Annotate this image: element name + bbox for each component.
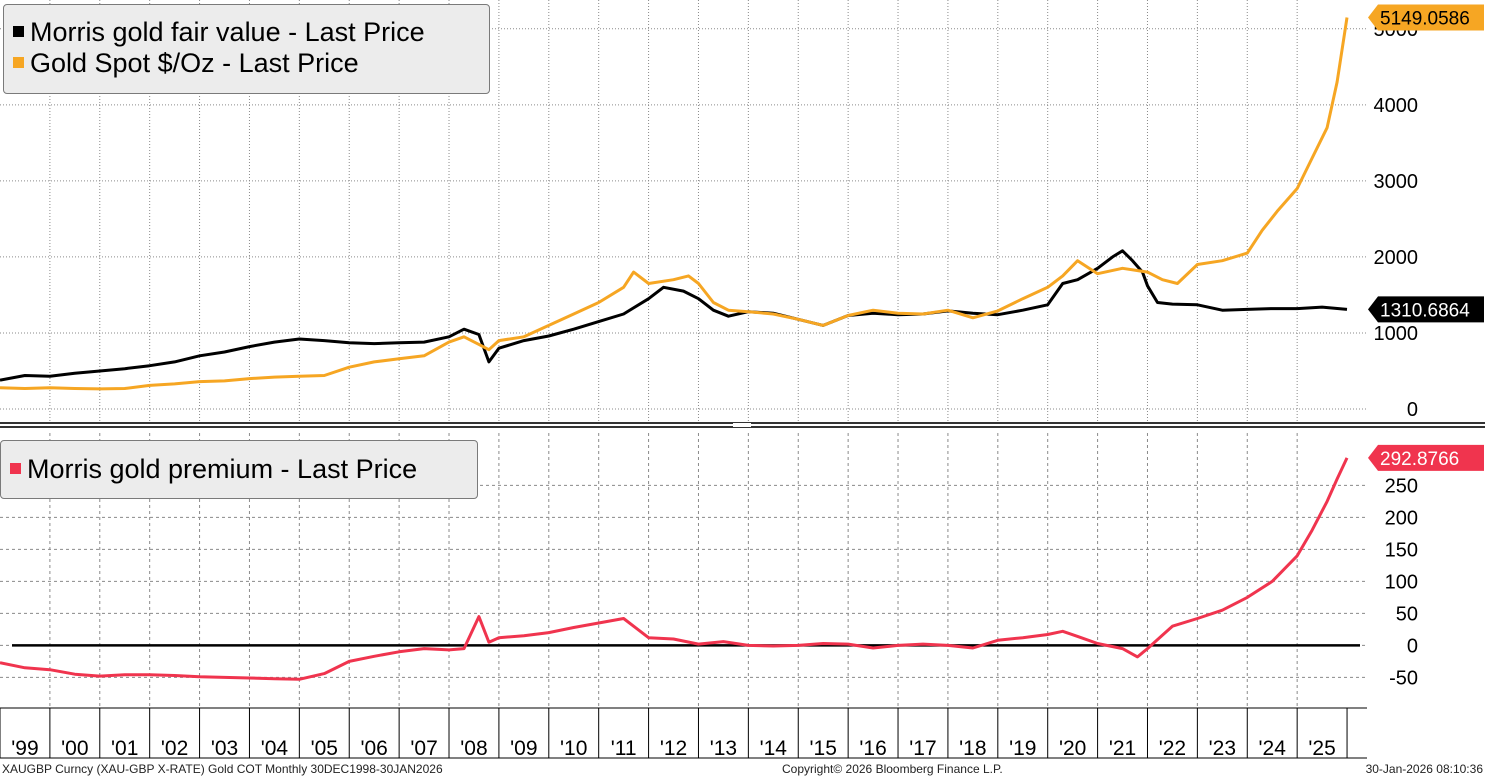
y-tick-label: 0: [1407, 399, 1418, 421]
orange-swatch-icon: [13, 57, 24, 69]
y-tick-label: -50: [1389, 667, 1418, 689]
x-tick-label: '19: [1009, 737, 1036, 760]
black-swatch-icon: [13, 26, 24, 38]
x-tick-label: '11: [611, 737, 637, 760]
x-tick-label: '23: [1209, 737, 1236, 760]
x-tick-label: '16: [859, 737, 886, 760]
x-tick-label: '04: [261, 737, 289, 760]
x-tick-label: '07: [410, 737, 437, 760]
x-tick-label: '08: [460, 737, 487, 760]
x-tick-label: '03: [211, 737, 238, 760]
series-line-1-0: [0, 457, 1349, 681]
x-tick-label: '00: [61, 737, 88, 760]
footer-copyright: Copyright© 2026 Bloomberg Finance L.P.: [782, 762, 1003, 776]
legend-label-premium: Morris gold premium - Last Price: [27, 454, 418, 484]
x-tick-label: '25: [1308, 737, 1335, 760]
x-tick-label: '17: [909, 737, 936, 760]
y-tick-label: 250: [1385, 475, 1418, 497]
x-tick-label: '13: [710, 737, 737, 760]
x-tick-label: '10: [560, 737, 587, 760]
y-tick-label: 100: [1385, 571, 1418, 593]
y-tick-label: 50: [1396, 603, 1418, 625]
x-tick-label: '20: [1059, 737, 1086, 760]
y-tick-label: 150: [1385, 539, 1418, 561]
x-tick-label: '21: [1109, 737, 1136, 760]
footer-timestamp: 30-Jan-2026 08:10:36: [1365, 762, 1483, 776]
legend-label-gold-spot: Gold Spot $/Oz - Last Price: [30, 48, 359, 78]
red-swatch-icon: [10, 463, 21, 475]
legend-label-fair-value: Morris gold fair value - Last Price: [30, 17, 425, 47]
x-tick-label: '99: [11, 737, 38, 760]
last-value-tag-bg: [1368, 296, 1484, 323]
last-value-tag-text: 1310.6864: [1380, 300, 1470, 321]
last-value-tag-bg: [1368, 4, 1484, 31]
x-tick-label: '06: [360, 737, 387, 760]
x-tick-label: '14: [760, 737, 788, 760]
x-tick-label: '05: [311, 737, 338, 760]
legend-item-fair-value: Morris gold fair value - Last Price: [13, 17, 489, 48]
y-tick-label: 2000: [1374, 247, 1419, 269]
series-line-0-0: [0, 249, 1348, 382]
x-tick-label: '22: [1159, 737, 1186, 760]
y-tick-label: 1000: [1374, 323, 1419, 345]
legend-item-premium: Morris gold premium - Last Price: [10, 454, 477, 485]
last-value-tag-0-1: 5149.0586: [1368, 4, 1484, 31]
top-legend: Morris gold fair value - Last Price Gold…: [3, 4, 490, 94]
x-tick-label: '15: [810, 737, 837, 760]
x-tick-label: '02: [161, 737, 188, 760]
y-tick-label: 4000: [1374, 95, 1419, 117]
x-tick-label: '12: [660, 737, 687, 760]
last-value-tag-1-0: 292.8766: [1368, 444, 1484, 471]
y-tick-label: 3000: [1374, 171, 1419, 193]
bottom-legend: Morris gold premium - Last Price: [0, 440, 478, 499]
last-value-tag-text: 292.8766: [1380, 449, 1459, 470]
x-tick-label: '09: [510, 737, 537, 760]
y-tick-label: 0: [1407, 635, 1418, 657]
x-tick-label: '24: [1259, 737, 1287, 760]
panel-separator-grip: [733, 423, 751, 427]
legend-item-gold-spot: Gold Spot $/Oz - Last Price: [13, 48, 489, 79]
footer-source: XAUGBP Curncy (XAU-GBP X-RATE) Gold COT …: [2, 762, 443, 776]
last-value-tag-bg: [1368, 444, 1484, 471]
y-tick-label: 200: [1385, 507, 1418, 529]
last-value-tag-text: 5149.0586: [1380, 8, 1470, 29]
x-tick-label: '18: [959, 737, 986, 760]
x-tick-label: '01: [111, 737, 138, 760]
last-value-tag-0-0: 1310.6864: [1368, 296, 1484, 323]
series-line-0-1: [0, 17, 1349, 391]
